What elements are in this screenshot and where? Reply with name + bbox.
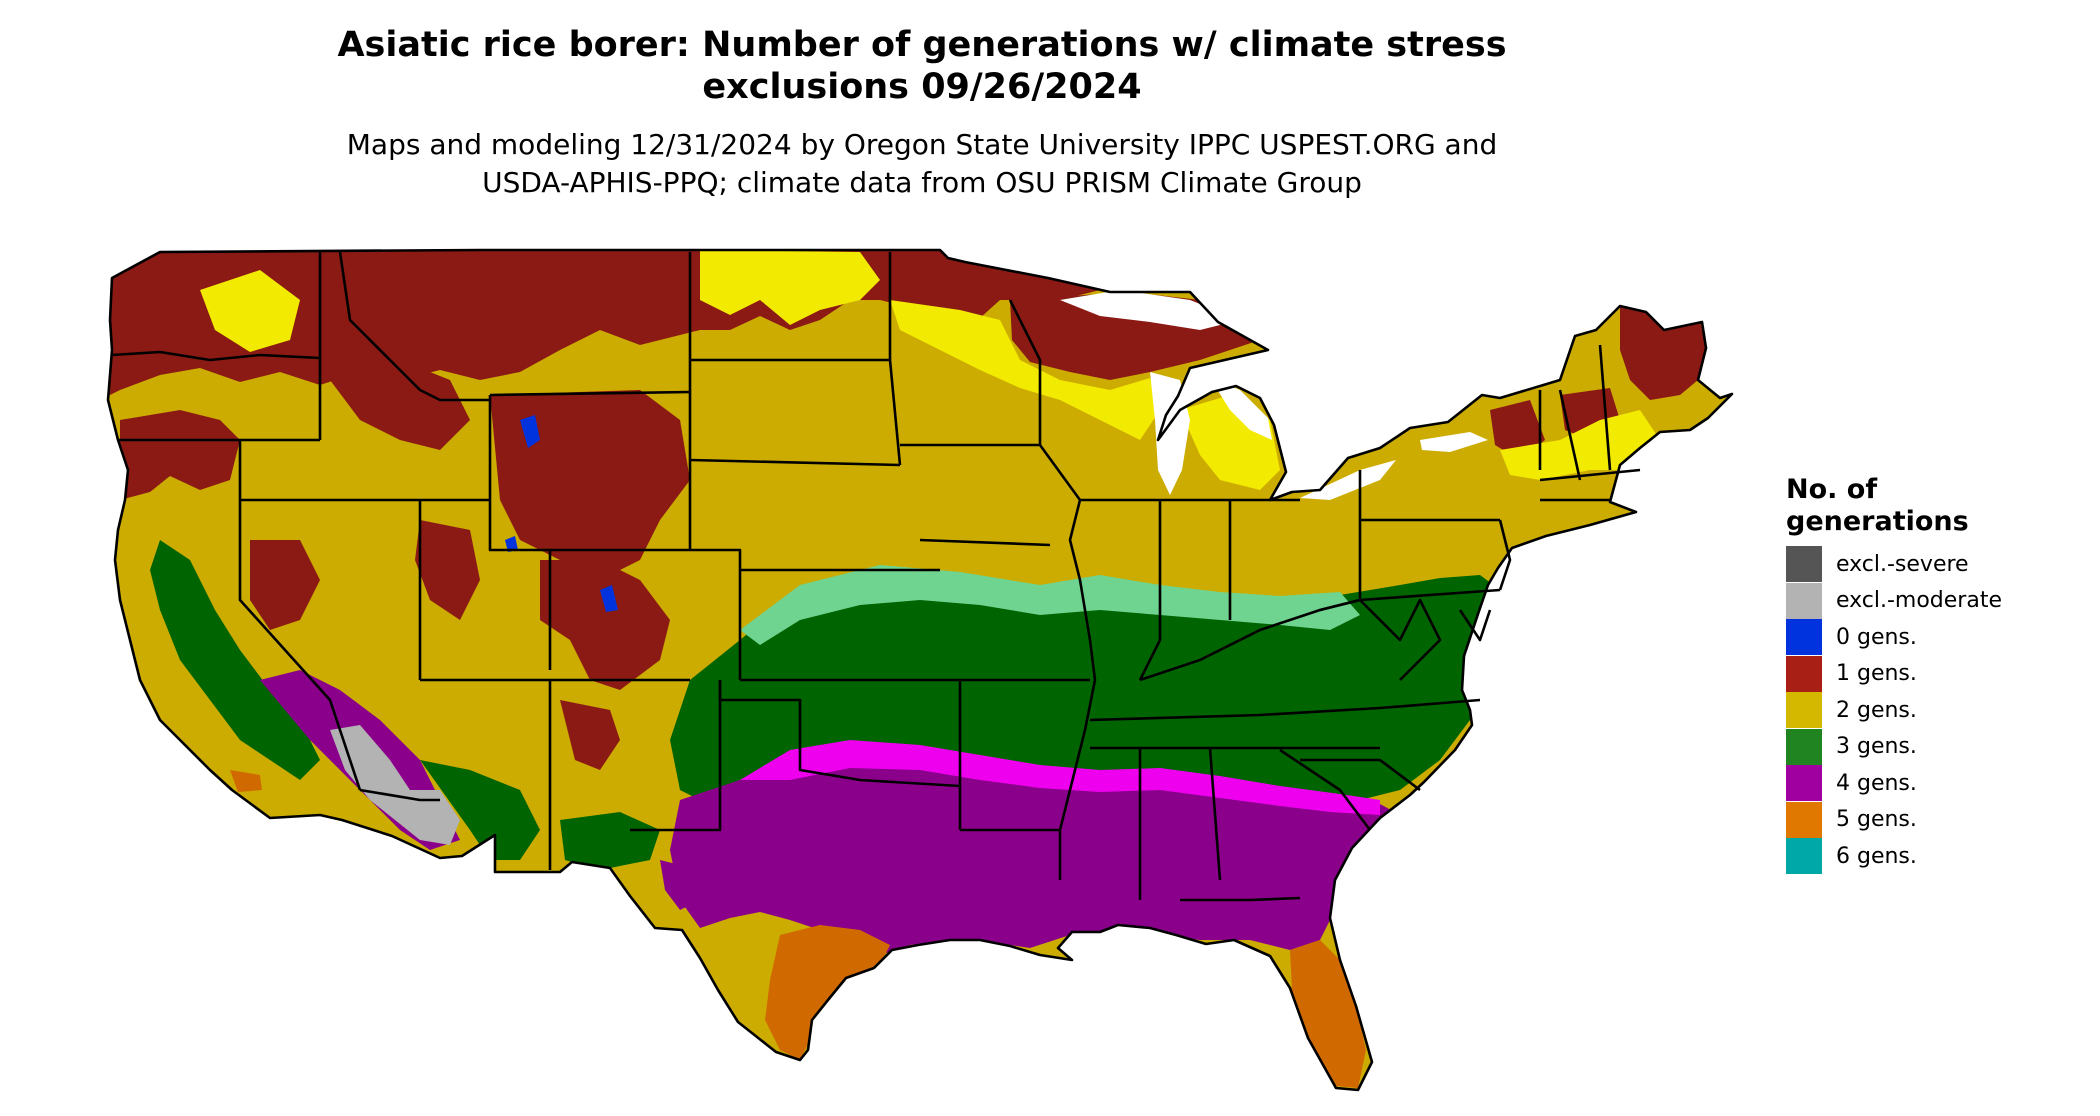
legend-swatch-4-gens — [1786, 765, 1822, 802]
border-md-de — [1458, 609, 1492, 642]
map-subtitle-line-1: Maps and modeling 12/31/2024 by Oregon S… — [346, 128, 1498, 161]
legend-label-6-gens: 6 gens. — [1836, 843, 1917, 869]
state-borders — [106, 248, 1734, 1092]
border-ia-mo — [919, 538, 1051, 547]
zone-3-gens-arizona-edge — [420, 760, 540, 860]
border-az-ca — [359, 788, 440, 802]
border-tx-panhandle — [630, 680, 722, 832]
map-subtitle-line-2: USDA-APHIS-PPQ; climate data from OSU PR… — [482, 166, 1362, 199]
map-legend: No. of generations excl.-severe excl.-mo… — [1786, 474, 2086, 875]
legend-label-1-gens: 1 gens. — [1836, 661, 1917, 687]
legend-item-6-gens: 6 gens. — [1786, 838, 2086, 875]
zone-1-gens-cascades — [120, 410, 240, 500]
lake-huron — [1210, 378, 1272, 440]
lake-ontario — [1420, 432, 1488, 452]
zone-0-gens-rockies-3 — [505, 536, 518, 552]
legend-title-line-1: No. of — [1786, 474, 1878, 505]
zone-1-gens-colorado — [540, 560, 670, 690]
zone-0-gens-rockies-1 — [520, 415, 540, 448]
legend-item-4-gens: 4 gens. — [1786, 765, 2086, 802]
zone-6-gens-florida-keys — [1310, 1095, 1350, 1106]
border-ut-wy-co — [488, 500, 552, 670]
legend-item-0-gens: 0 gens. — [1786, 619, 2086, 656]
map-title-line-1: Asiatic rice borer: Number of generation… — [337, 25, 1507, 65]
legend-label-3-gens: 3 gens. — [1836, 734, 1917, 760]
border-va-nc — [1379, 698, 1481, 710]
border-mt-wy — [489, 390, 691, 397]
border-ne-co — [690, 548, 742, 680]
legend-swatch-excl-severe — [1786, 546, 1822, 583]
lake-superior — [1060, 290, 1240, 330]
legend-label-excl-moderate: excl.-moderate — [1836, 588, 2002, 614]
border-ky-tn — [1089, 706, 1381, 722]
legend-label-0-gens: 0 gens. — [1836, 624, 1917, 650]
border-mississippi — [1058, 499, 1097, 880]
legend-label-4-gens: 4 gens. — [1836, 770, 1917, 796]
zone-1-gens-idaho — [330, 360, 470, 450]
legend-item-1-gens: 1 gens. — [1786, 655, 2086, 693]
zone-3-gens-light-fringe — [740, 565, 1360, 645]
zone-5-gens-california-coast — [230, 770, 262, 792]
legend-item-5-gens: 5 gens. — [1786, 801, 2086, 839]
border-vt-nh — [1558, 389, 1582, 481]
border-wv — [1319, 598, 1442, 681]
legend-title-line-2: generations — [1786, 506, 1969, 537]
zone-2-gens-light-west — [200, 270, 300, 352]
zone-3-gens-texas-west — [560, 812, 660, 870]
legend-swatch-excl-moderate — [1786, 582, 1822, 619]
legend-title: No. of generations — [1786, 474, 2086, 538]
legend-swatch-0-gens — [1786, 619, 1822, 656]
border-mn-wi — [1008, 299, 1082, 501]
legend-swatch-1-gens — [1786, 655, 1822, 692]
zone-5-gens-florida — [1290, 940, 1366, 1088]
legend-swatch-6-gens — [1786, 838, 1822, 875]
legend-item-excl-moderate: excl.-moderate — [1786, 582, 2086, 620]
border-sd-ne — [689, 458, 901, 467]
zone-2-gens-light-minnesota — [890, 300, 1160, 440]
legend-label-2-gens: 2 gens. — [1836, 697, 1917, 723]
border-ca-nv — [238, 440, 362, 791]
zone-2-gens-light-north — [700, 250, 880, 325]
map-title: Asiatic rice borer: Number of generation… — [0, 24, 1844, 108]
border-id-mt — [338, 251, 490, 402]
lake-erie — [1300, 460, 1396, 500]
legend-swatch-5-gens — [1786, 801, 1822, 838]
legend-label-5-gens: 5 gens. — [1836, 807, 1917, 833]
legend-item-excl-severe: excl.-severe — [1786, 546, 2086, 583]
border-il-in — [1138, 500, 1162, 681]
border-nj — [1498, 519, 1512, 591]
lake-michigan — [1150, 372, 1190, 495]
generation-zones — [108, 250, 1732, 1106]
border-wa-or — [111, 350, 321, 362]
zone-1-gens-utah — [415, 520, 480, 620]
zone-0-gens-rockies-2 — [600, 585, 618, 612]
legend-label-excl-severe: excl.-severe — [1836, 551, 1969, 577]
border-al-ga — [1208, 747, 1222, 881]
great-lakes — [1060, 290, 1488, 500]
zone-5-gens-texas — [765, 925, 890, 1060]
border-ma — [1539, 468, 1641, 482]
legend-item-2-gens: 2 gens. — [1786, 692, 2086, 729]
zone-1-gens-new-mexico — [560, 700, 620, 770]
us-generations-map — [106, 248, 1734, 1106]
border-nc-sc — [1300, 758, 1421, 792]
zone-1-gens-nevada — [250, 540, 320, 630]
legend-swatch-3-gens — [1786, 728, 1822, 765]
zone-4-gens-light-band — [740, 740, 1380, 815]
zone-4-gens-texas-border — [660, 860, 700, 910]
zone-excl-moderate-desert — [330, 725, 460, 845]
map-subtitle: Maps and modeling 12/31/2024 by Oregon S… — [0, 126, 1844, 202]
border-nd-mn — [888, 252, 902, 466]
zone-3-gens-california — [150, 540, 320, 780]
zone-1-gens-wyoming — [490, 390, 690, 580]
legend-item-3-gens: 3 gens. — [1786, 728, 2086, 766]
border-ga-sc — [1279, 748, 1372, 831]
border-ga-fl — [1180, 896, 1301, 902]
map-title-line-2: exclusions 09/26/2024 — [702, 67, 1142, 107]
legend-swatch-2-gens — [1786, 692, 1822, 729]
border-nh-me — [1598, 344, 1612, 471]
border-pa-south — [1359, 588, 1501, 602]
